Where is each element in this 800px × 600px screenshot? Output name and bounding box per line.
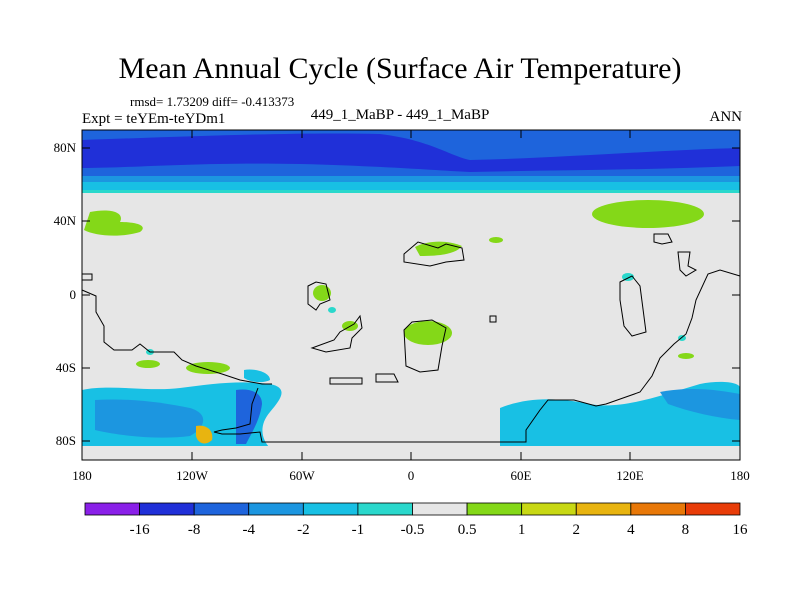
colorbar-label: 0.5 bbox=[458, 522, 477, 538]
warming-spot-orange bbox=[196, 425, 213, 444]
land-outline-europe bbox=[403, 241, 465, 267]
colorbar-swatch bbox=[630, 502, 686, 516]
colorbar-swatch bbox=[521, 502, 577, 516]
colorbar-label: 2 bbox=[573, 522, 581, 538]
colorbar-swatch bbox=[248, 502, 304, 516]
coast-south bbox=[213, 269, 741, 443]
colorbar-swatch bbox=[84, 502, 140, 516]
warming-patch-e bbox=[678, 353, 694, 359]
colorbar-swatch bbox=[685, 502, 741, 516]
colorbar-swatch bbox=[193, 502, 250, 516]
warming-patch-sw bbox=[186, 362, 230, 374]
lon-label-120e: 120E bbox=[616, 468, 644, 483]
lat-label-80n: 80N bbox=[54, 140, 77, 155]
lat-label-80s: 80S bbox=[56, 433, 76, 448]
lat-label-40s: 40S bbox=[56, 360, 76, 375]
land-outline-small bbox=[653, 233, 673, 245]
coast-west bbox=[81, 289, 272, 385]
colorbar-swatch bbox=[357, 502, 413, 516]
land-outline-africa bbox=[403, 319, 447, 373]
colorbar-label: 8 bbox=[682, 522, 690, 538]
colorbar-label: -16 bbox=[130, 522, 150, 538]
warming-patch-small bbox=[489, 237, 503, 243]
warming-patch-nw bbox=[84, 210, 143, 236]
colorbar-label: -1 bbox=[352, 522, 365, 538]
colorbar-label: -0.5 bbox=[401, 522, 425, 538]
colorbar: -16 -8 -4 -2 -1 -0.5 0.5 1 2 4 8 16 bbox=[84, 502, 749, 538]
longitude-axis: 180 120W 60W 0 60E 120E 180 bbox=[72, 130, 750, 483]
arctic-cyan-band bbox=[82, 182, 740, 190]
plot-title: Mean Annual Cycle (Surface Air Temperatu… bbox=[118, 52, 682, 85]
southern-cooling-small bbox=[244, 369, 270, 383]
comparison-label: 449_1_MaBP - 449_1_MaBP bbox=[310, 107, 490, 123]
experiment-label: Expt = teYEm-teYDm1 bbox=[82, 111, 226, 127]
colorbar-label: -4 bbox=[243, 522, 256, 538]
island-outline-1 bbox=[307, 281, 331, 311]
warming-patch-africa bbox=[404, 321, 452, 345]
colorbar-swatch bbox=[139, 502, 195, 516]
colorbar-swatch bbox=[575, 502, 632, 516]
colorbar-label: 1 bbox=[518, 522, 526, 538]
lon-label-180-west: 180 bbox=[72, 468, 92, 483]
land-outline-west-edge bbox=[82, 273, 93, 281]
land-outline-strip bbox=[329, 377, 363, 385]
stats-line: rmsd= 1.73209 diff= -0.413373 bbox=[130, 94, 295, 109]
arctic-deep-blue-band bbox=[82, 133, 740, 172]
colorbar-label: -8 bbox=[188, 522, 201, 538]
southern-cooling-east-core bbox=[660, 388, 740, 420]
cooling-spot-4 bbox=[328, 307, 336, 313]
colorbar-swatch bbox=[466, 502, 523, 516]
island-outline-2 bbox=[310, 314, 363, 353]
lon-label-180-east: 180 bbox=[730, 468, 750, 483]
lat-label-40n: 40N bbox=[54, 213, 77, 228]
land-outline-asia bbox=[619, 275, 647, 337]
arctic-lightblue-band bbox=[82, 176, 740, 182]
colorbar-label: -2 bbox=[297, 522, 310, 538]
warming-patch-sw2 bbox=[136, 360, 160, 368]
land-outline-east bbox=[677, 251, 698, 277]
colorbar-swatch bbox=[412, 502, 468, 516]
colorbar-swatch bbox=[302, 502, 359, 516]
season-label: ANN bbox=[709, 109, 743, 125]
southern-cooling-strong bbox=[236, 389, 262, 444]
colorbar-label: 4 bbox=[627, 522, 635, 538]
coastlines bbox=[81, 233, 741, 443]
land-outline-strip2 bbox=[375, 373, 399, 383]
warming-patch-central bbox=[313, 285, 331, 301]
lon-label-120w: 120W bbox=[176, 468, 209, 483]
lon-label-0: 0 bbox=[408, 468, 415, 483]
warming-patch-ne bbox=[592, 200, 704, 228]
lat-label-0: 0 bbox=[70, 287, 77, 302]
latitude-axis: 80N 40N 0 40S 80S bbox=[54, 140, 740, 448]
lon-label-60w: 60W bbox=[289, 468, 315, 483]
southern-cooling-west-core bbox=[95, 399, 204, 438]
lon-label-60e: 60E bbox=[511, 468, 532, 483]
colorbar-label: 16 bbox=[733, 522, 749, 538]
arctic-teal-band bbox=[82, 190, 740, 193]
land-outline-dot bbox=[489, 315, 497, 323]
